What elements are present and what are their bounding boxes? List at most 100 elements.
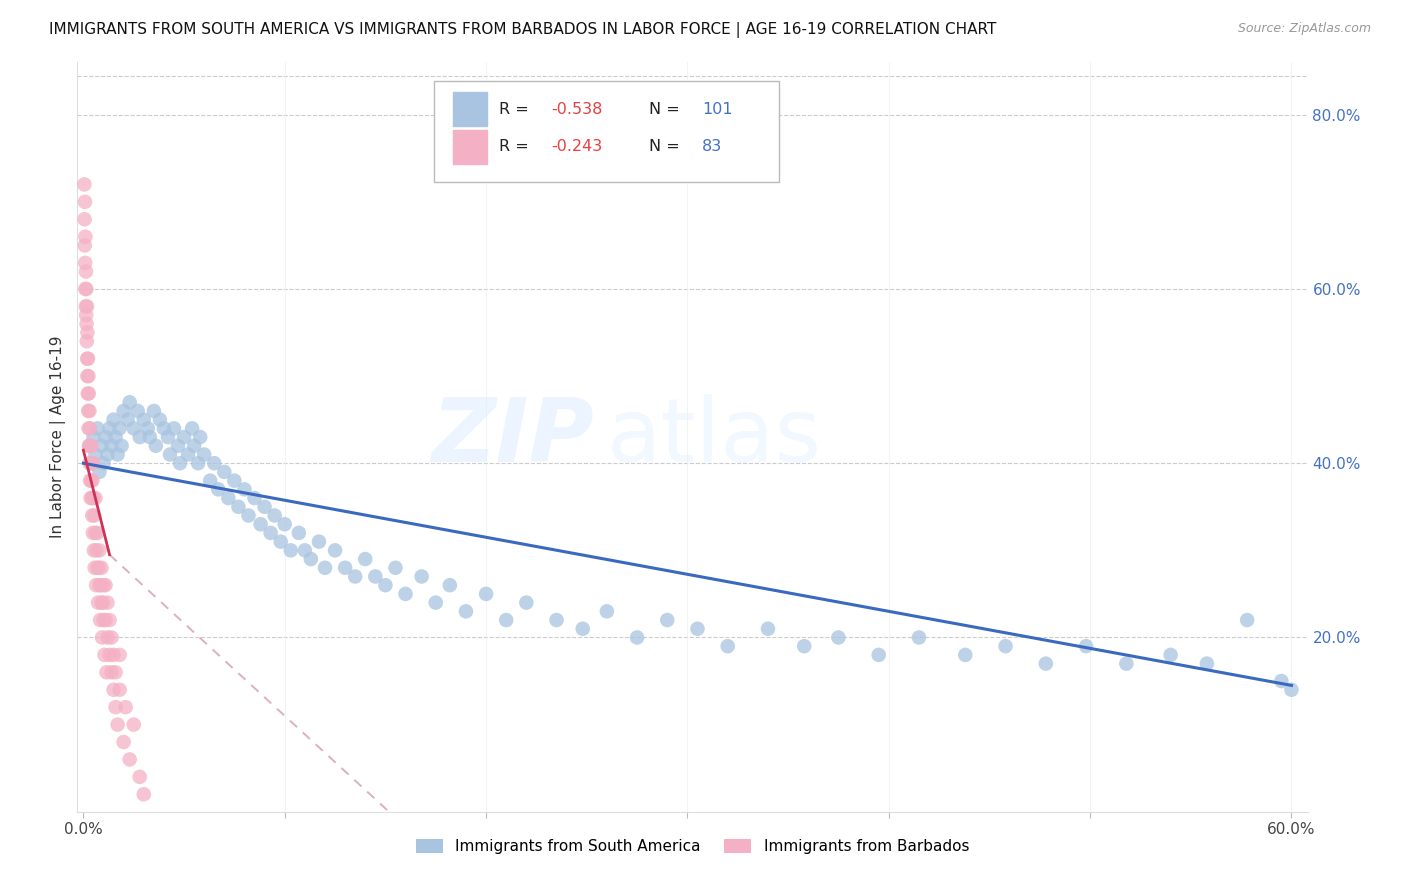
Text: ZIP: ZIP: [432, 393, 595, 481]
Point: [181, 421, 204, 435]
Point: [79, 474, 101, 488]
Text: R =: R =: [499, 102, 534, 117]
Point: [384, 561, 406, 575]
Point: [132, 412, 155, 426]
Point: [117, 412, 139, 426]
Point: [91, 596, 114, 610]
Point: [333, 561, 356, 575]
Point: [132, 787, 155, 801]
Point: [111, 439, 134, 453]
Point: [89, 465, 111, 479]
Point: [93, 613, 115, 627]
Point: [82, 525, 104, 540]
Point: [100, 631, 122, 645]
Text: N =: N =: [650, 102, 685, 117]
Point: [224, 474, 246, 488]
Point: [79, 456, 101, 470]
Point: [104, 700, 127, 714]
Point: [79, 404, 101, 418]
Point: [495, 613, 517, 627]
Point: [104, 665, 127, 680]
Point: [75, 282, 97, 296]
Point: [103, 412, 125, 426]
Point: [596, 604, 619, 618]
Point: [657, 613, 679, 627]
Point: [114, 700, 136, 714]
Point: [77, 351, 100, 366]
Point: [73, 212, 96, 227]
Point: [75, 299, 97, 313]
Point: [142, 404, 165, 418]
Legend: Immigrants from South America, Immigrants from Barbados: Immigrants from South America, Immigrant…: [409, 832, 976, 860]
Point: [546, 613, 568, 627]
Point: [84, 578, 107, 592]
Point: [626, 631, 648, 645]
Point: [89, 543, 111, 558]
Text: 83: 83: [703, 139, 723, 154]
Point: [104, 430, 127, 444]
Point: [139, 430, 162, 444]
Point: [308, 534, 330, 549]
Point: [122, 421, 145, 435]
Point: [90, 561, 112, 575]
Point: [98, 613, 121, 627]
Text: -0.243: -0.243: [551, 139, 602, 154]
Point: [214, 465, 236, 479]
Point: [344, 569, 367, 583]
Point: [103, 682, 125, 697]
Point: [217, 491, 239, 505]
Point: [77, 404, 100, 418]
Point: [77, 386, 100, 401]
Point: [79, 439, 101, 453]
Point: [475, 587, 498, 601]
Point: [686, 622, 709, 636]
Point: [153, 421, 176, 435]
Point: [1236, 613, 1258, 627]
Point: [156, 430, 179, 444]
Point: [994, 639, 1017, 653]
Point: [169, 456, 191, 470]
Point: [80, 456, 103, 470]
Point: [159, 448, 181, 462]
Point: [84, 448, 107, 462]
Point: [93, 648, 115, 662]
Point: [228, 500, 250, 514]
Point: [294, 543, 316, 558]
Point: [75, 229, 97, 244]
Point: [249, 517, 271, 532]
Point: [280, 543, 302, 558]
Point: [108, 648, 131, 662]
Point: [89, 613, 111, 627]
Point: [274, 517, 297, 532]
Point: [118, 752, 141, 766]
Point: [299, 552, 322, 566]
Point: [202, 456, 225, 470]
Point: [145, 439, 167, 453]
Point: [103, 648, 125, 662]
Text: R =: R =: [499, 139, 534, 154]
Point: [955, 648, 977, 662]
Point: [100, 439, 122, 453]
Point: [288, 525, 311, 540]
Point: [127, 404, 149, 418]
Text: 101: 101: [703, 102, 733, 117]
Point: [96, 665, 118, 680]
Point: [84, 491, 107, 505]
Point: [86, 561, 108, 575]
Point: [73, 178, 96, 192]
Point: [253, 500, 276, 514]
Y-axis label: In Labor Force | Age 16-19: In Labor Force | Age 16-19: [51, 335, 66, 539]
Point: [354, 552, 377, 566]
Point: [233, 483, 256, 497]
Point: [108, 421, 131, 435]
Point: [96, 631, 118, 645]
Point: [122, 717, 145, 731]
Point: [82, 474, 104, 488]
Point: [187, 456, 209, 470]
Point: [238, 508, 260, 523]
Point: [118, 395, 141, 409]
Point: [82, 491, 104, 505]
Point: [80, 491, 103, 505]
Point: [571, 622, 593, 636]
Point: [82, 508, 104, 523]
